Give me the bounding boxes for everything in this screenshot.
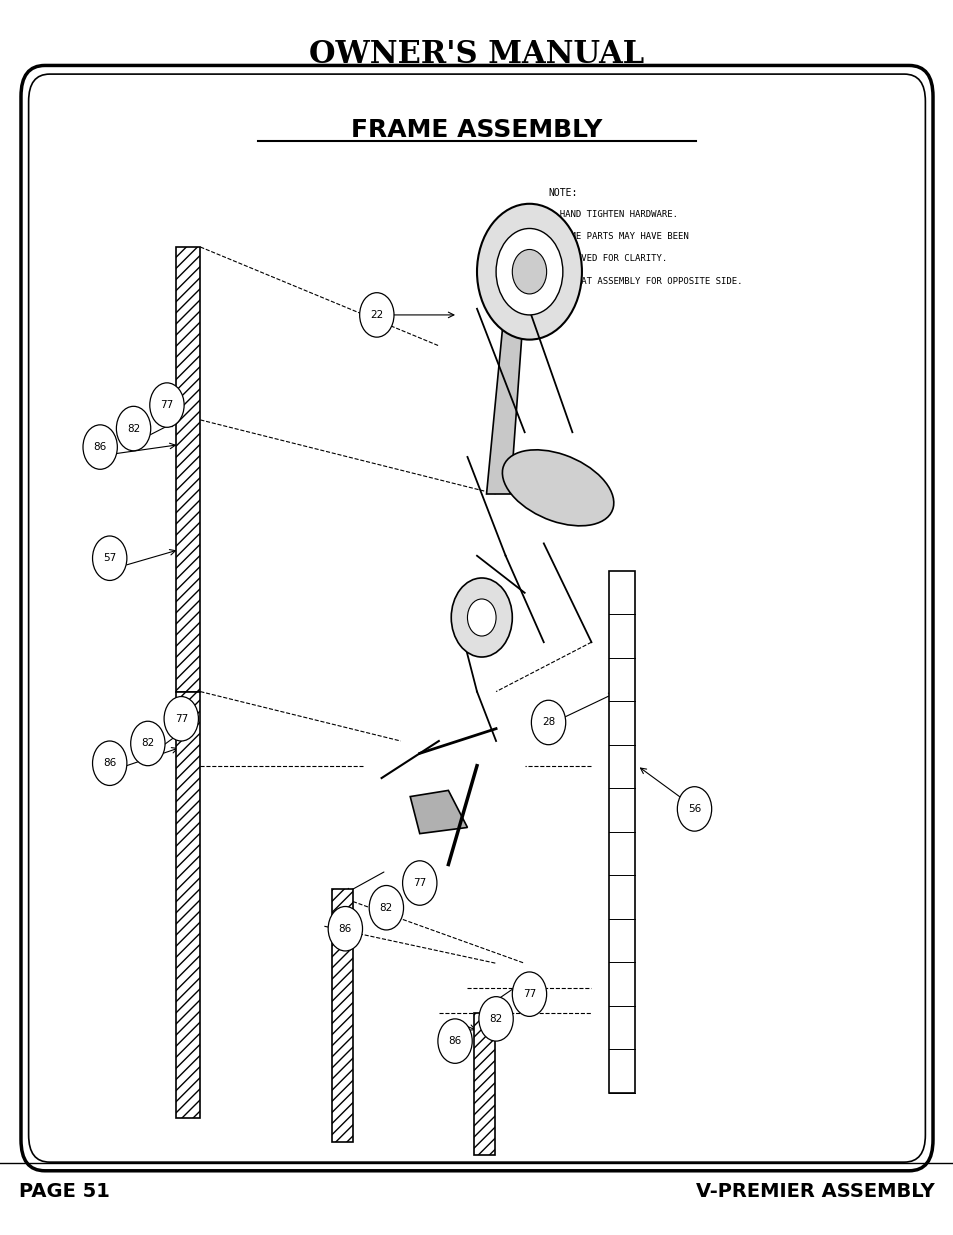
Circle shape <box>92 536 127 580</box>
Bar <box>332 889 353 1142</box>
Text: 82: 82 <box>489 1014 502 1024</box>
Text: - REPEAT ASSEMBLY FOR OPPOSITE SIDE.: - REPEAT ASSEMBLY FOR OPPOSITE SIDE. <box>548 277 741 285</box>
Bar <box>474 1013 495 1155</box>
Text: PAGE 51: PAGE 51 <box>19 1182 110 1202</box>
Text: 56: 56 <box>687 804 700 814</box>
Circle shape <box>512 972 546 1016</box>
Circle shape <box>476 204 581 340</box>
Circle shape <box>369 885 403 930</box>
Text: 86: 86 <box>93 442 107 452</box>
FancyBboxPatch shape <box>21 65 932 1171</box>
Text: 28: 28 <box>541 718 555 727</box>
Bar <box>474 1013 495 1155</box>
Text: FRAME ASSEMBLY: FRAME ASSEMBLY <box>351 117 602 142</box>
Circle shape <box>328 906 362 951</box>
Circle shape <box>402 861 436 905</box>
Polygon shape <box>410 790 467 834</box>
Text: 77: 77 <box>522 989 536 999</box>
Circle shape <box>92 741 127 785</box>
Circle shape <box>437 1019 472 1063</box>
Bar <box>332 889 353 1142</box>
Circle shape <box>512 249 546 294</box>
Circle shape <box>116 406 151 451</box>
Text: NOTE:: NOTE: <box>548 188 578 198</box>
Circle shape <box>131 721 165 766</box>
Text: 82: 82 <box>141 739 154 748</box>
Text: 57: 57 <box>103 553 116 563</box>
Text: 82: 82 <box>127 424 140 433</box>
Text: 86: 86 <box>103 758 116 768</box>
Circle shape <box>467 599 496 636</box>
Circle shape <box>478 997 513 1041</box>
Text: 77: 77 <box>174 714 188 724</box>
Circle shape <box>677 787 711 831</box>
Text: OWNER'S MANUAL: OWNER'S MANUAL <box>309 38 644 70</box>
Text: V-PREMIER ASSEMBLY: V-PREMIER ASSEMBLY <box>696 1182 934 1202</box>
Text: 86: 86 <box>338 924 352 934</box>
Bar <box>176 692 200 1118</box>
Circle shape <box>150 383 184 427</box>
Circle shape <box>451 578 512 657</box>
Text: 82: 82 <box>379 903 393 913</box>
Text: 77: 77 <box>160 400 173 410</box>
Bar <box>176 247 200 692</box>
Circle shape <box>531 700 565 745</box>
Text: REMOVED FOR CLARITY.: REMOVED FOR CLARITY. <box>548 254 666 263</box>
Ellipse shape <box>502 450 613 526</box>
Text: - HAND TIGHTEN HARDWARE.: - HAND TIGHTEN HARDWARE. <box>548 210 677 219</box>
Text: 22: 22 <box>370 310 383 320</box>
Circle shape <box>164 697 198 741</box>
Bar <box>176 247 200 692</box>
Text: 77: 77 <box>413 878 426 888</box>
Circle shape <box>359 293 394 337</box>
Bar <box>176 692 200 1118</box>
Bar <box>608 571 635 1093</box>
Polygon shape <box>486 296 524 494</box>
Circle shape <box>83 425 117 469</box>
Circle shape <box>496 228 562 315</box>
Text: 86: 86 <box>448 1036 461 1046</box>
Text: - SOME PARTS MAY HAVE BEEN: - SOME PARTS MAY HAVE BEEN <box>548 232 687 241</box>
